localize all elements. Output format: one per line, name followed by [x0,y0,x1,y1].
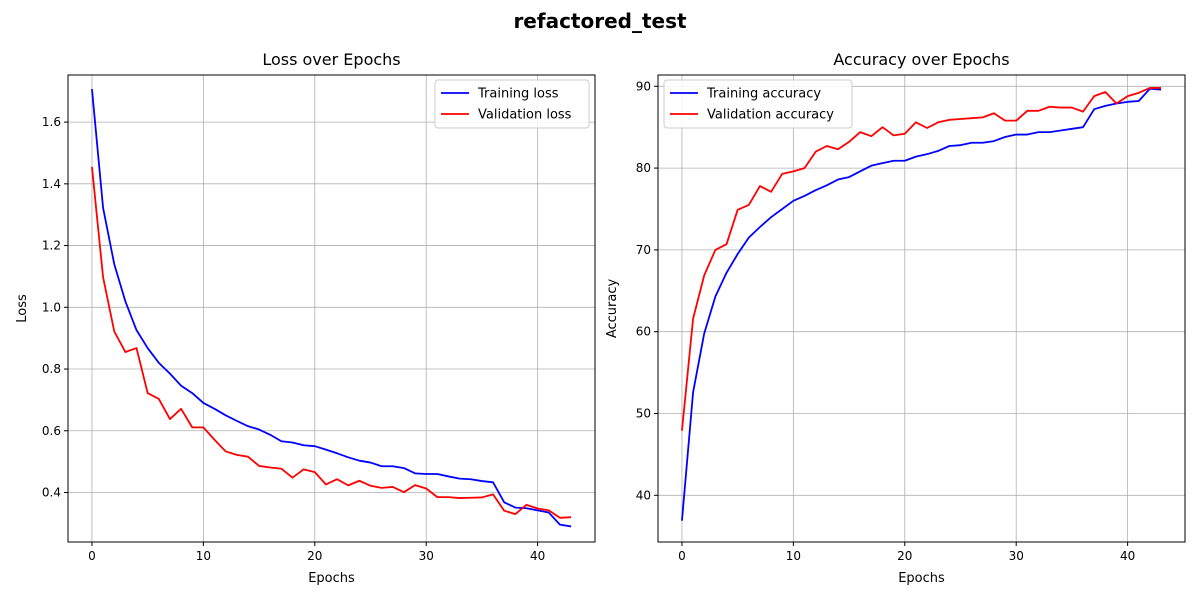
x-tick-label: 10 [786,549,801,563]
legend-label: Validation loss [478,108,572,123]
legend-label: Validation accuracy [707,108,834,123]
x-tick-label: 40 [1120,549,1135,563]
x-tick-label: 30 [1009,549,1024,563]
y-tick-label: 0.8 [42,362,61,376]
y-tick-label: 0.6 [42,424,61,438]
y-tick-label: 80 [636,161,651,175]
x-axis-label: Epochs [898,571,945,586]
y-tick-label: 1.0 [42,300,61,314]
y-axis-label: Accuracy [605,279,620,339]
series-line-validation [91,166,572,519]
y-tick-label: 90 [636,79,651,93]
series-line-training [91,88,572,528]
series-line-training [681,87,1162,521]
x-tick-label: 10 [196,549,211,563]
y-tick-label: 70 [636,243,651,257]
legend-label: Training loss [477,87,559,102]
x-tick-label: 0 [88,549,96,563]
y-tick-label: 0.4 [42,485,61,499]
y-tick-label: 1.2 [42,239,61,253]
y-axis-label: Loss [15,294,30,323]
chart-title: Loss over Epochs [262,50,400,69]
y-tick-label: 60 [636,325,651,339]
x-tick-label: 40 [530,549,545,563]
series-line-validation [681,87,1162,431]
y-tick-label: 40 [636,488,651,502]
chart-title: Accuracy over Epochs [833,50,1009,69]
y-tick-label: 1.4 [42,177,61,191]
legend-label: Training accuracy [706,87,821,102]
legend-box [434,79,590,129]
y-tick-label: 1.6 [42,115,61,129]
x-tick-label: 0 [678,549,686,563]
x-tick-label: 20 [307,549,322,563]
x-tick-label: 20 [897,549,912,563]
legend-box [663,79,853,129]
axes-frame [657,74,1186,543]
loss-chart-panel: 0 10 20 30 40 0.4 0.6 0.8 1.0 1.2 1.4 1.6 Loss over … [15,50,596,586]
x-axis-label: Epochs [308,571,355,586]
axes-frame [67,74,596,543]
accuracy-chart-panel: 0 10 20 30 40 40 50 60 70 80 90 Accuracy over Epoch… [605,50,1186,586]
y-tick-label: 50 [636,406,651,420]
figure-suptitle: refactored_test [513,9,687,33]
x-tick-label: 30 [419,549,434,563]
